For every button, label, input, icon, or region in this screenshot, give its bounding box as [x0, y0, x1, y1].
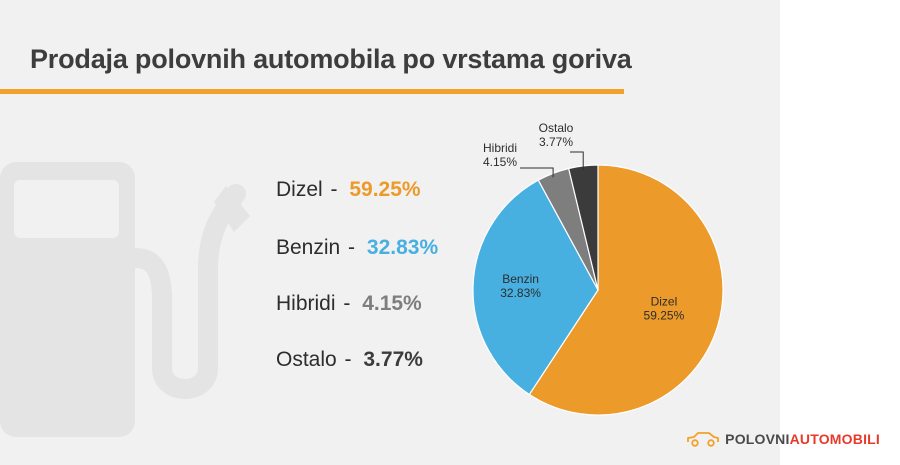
- car-icon: [687, 432, 720, 447]
- legend-item-hibridi: Hibridi - 4.15%: [276, 292, 422, 316]
- legend-separator: -: [324, 178, 338, 201]
- slice-label-dizel: Dizel: [651, 295, 678, 309]
- title-underline: [0, 89, 624, 94]
- legend-separator: -: [342, 236, 356, 259]
- legend-label: Benzin: [276, 236, 341, 259]
- brand-name-part1: POLOVNI: [725, 431, 790, 447]
- pie-slice-dizel: [528, 164, 724, 416]
- legend-item-benzin: Benzin - 32.83%: [276, 236, 438, 260]
- leader-line-ostalo: [570, 151, 584, 170]
- leader-line-hibridi: [520, 167, 554, 178]
- slice-value-hibridi: 4.15%: [483, 155, 517, 169]
- legend-separator: -: [338, 348, 352, 371]
- legend-value: 4.15%: [362, 292, 422, 315]
- legend-item-ostalo: Ostalo - 3.77%: [276, 348, 423, 372]
- legend-label: Hibridi: [276, 292, 336, 315]
- chart-title: Prodaja polovnih automobila po vrstama g…: [30, 44, 632, 74]
- slice-value-ostalo: 3.77%: [539, 135, 573, 149]
- slice-label-ostalo: Ostalo: [539, 121, 574, 135]
- legend-value: 32.83%: [366, 236, 439, 259]
- fuel-pump-icon: [0, 162, 250, 437]
- slice-value-dizel: 59.25%: [644, 309, 685, 323]
- slice-label-hibridi: Hibridi: [483, 141, 517, 155]
- brand-name-part2: AUTOMOBILI: [789, 431, 880, 447]
- legend-label: Ostalo: [276, 348, 337, 371]
- legend-value: 3.77%: [363, 348, 423, 371]
- legend-label: Dizel: [276, 178, 323, 201]
- legend-item-dizel: Dizel - 59.25%: [276, 178, 421, 202]
- slice-label-benzin: Benzin: [502, 272, 539, 286]
- legend-value: 59.25%: [349, 178, 421, 201]
- brand-logo: POLOVNI AUTOMOBILI: [685, 430, 880, 448]
- legend-separator: -: [337, 292, 351, 315]
- slice-value-benzin: 32.83%: [500, 286, 541, 300]
